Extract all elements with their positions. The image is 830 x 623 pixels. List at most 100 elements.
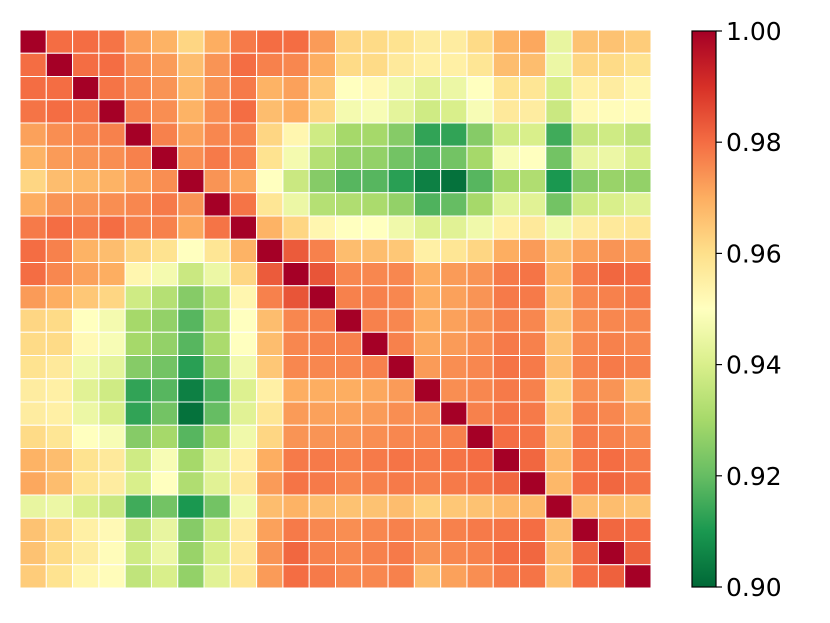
heatmap-cell (98, 448, 126, 473)
heatmap-cell (308, 76, 336, 101)
heatmap-cell (624, 448, 652, 473)
heatmap-cell (413, 145, 442, 170)
heatmap-cell (466, 192, 494, 217)
heatmap-cell (545, 76, 573, 101)
heatmap-cell (98, 308, 126, 333)
heatmap-cell (335, 262, 363, 287)
heatmap-cell (597, 76, 626, 101)
heatmap-cell (597, 424, 626, 449)
heatmap-cell (229, 541, 258, 566)
heatmap-cell (19, 145, 47, 170)
heatmap-cell (519, 378, 547, 403)
heatmap-cell (124, 564, 152, 589)
heatmap-cell (203, 308, 231, 333)
heatmap-cell (150, 169, 179, 194)
heatmap-cell (519, 145, 547, 170)
heatmap-cell (597, 192, 626, 217)
heatmap-cell (150, 355, 179, 380)
heatmap-cell (571, 285, 599, 310)
heatmap-cell (519, 541, 547, 566)
heatmap-cell (19, 471, 47, 496)
heatmap-cell (256, 145, 284, 170)
heatmap-cell (45, 169, 74, 194)
heatmap-cell (519, 517, 547, 542)
heatmap-cell (282, 215, 310, 240)
heatmap-cell (72, 285, 100, 310)
heatmap-cell (492, 122, 521, 147)
heatmap-cell (150, 76, 179, 101)
heatmap-cell (124, 169, 152, 194)
heatmap-cell (45, 424, 74, 449)
heatmap-cell (177, 471, 205, 496)
heatmap-cell (124, 76, 152, 101)
heatmap-cell (466, 541, 494, 566)
heatmap-cell (124, 145, 152, 170)
heatmap-cell (571, 262, 599, 287)
heatmap-cell (19, 401, 47, 426)
heatmap-cell (571, 517, 599, 542)
heatmap-cell (150, 192, 179, 217)
heatmap-cell (597, 448, 626, 473)
heatmap-cell (624, 378, 652, 403)
heatmap-cell (177, 517, 205, 542)
heatmap-cell (150, 448, 179, 473)
heatmap-cell (335, 331, 363, 356)
heatmap-cell (335, 424, 363, 449)
heatmap-cell (45, 52, 74, 77)
heatmap-cell (440, 564, 468, 589)
heatmap-cell (492, 99, 521, 124)
heatmap-cell (519, 471, 547, 496)
heatmap-cell (571, 308, 599, 333)
heatmap-cell (308, 494, 336, 519)
heatmap-cell (492, 262, 521, 287)
heatmap-cell (571, 564, 599, 589)
heatmap-cell (19, 262, 47, 287)
heatmap-cell (45, 192, 74, 217)
heatmap-cell (98, 424, 126, 449)
heatmap-cell (335, 29, 363, 54)
heatmap-cell (361, 215, 389, 240)
heatmap-cell (256, 541, 284, 566)
heatmap-cell (282, 262, 310, 287)
heatmap-cell (282, 29, 310, 54)
heatmap-cell (256, 355, 284, 380)
heatmap-cell (545, 192, 573, 217)
heatmap-cell (308, 192, 336, 217)
heatmap-cell (203, 29, 231, 54)
heatmap-cell (45, 378, 74, 403)
heatmap-cell (361, 169, 389, 194)
heatmap-cell (387, 448, 415, 473)
heatmap-cell (519, 448, 547, 473)
heatmap-cell (203, 541, 231, 566)
heatmap-cell (466, 262, 494, 287)
heatmap-cell (308, 355, 336, 380)
heatmap-cell (624, 541, 652, 566)
heatmap-cell (571, 471, 599, 496)
heatmap-cell (466, 448, 494, 473)
heatmap-cell (308, 308, 336, 333)
heatmap-cell (177, 424, 205, 449)
heatmap-cell (413, 169, 442, 194)
heatmap-cell (624, 355, 652, 380)
heatmap-cell (203, 448, 231, 473)
heatmap-cell (597, 52, 626, 77)
heatmap-cell (177, 29, 205, 54)
heatmap-cell (229, 308, 258, 333)
heatmap-cell (177, 494, 205, 519)
heatmap-cell (571, 52, 599, 77)
heatmap-cell (413, 76, 442, 101)
heatmap-cell (335, 494, 363, 519)
heatmap-cell (387, 99, 415, 124)
heatmap-cell (335, 308, 363, 333)
heatmap-cell (72, 517, 100, 542)
heatmap-cell (519, 169, 547, 194)
heatmap-cell (466, 378, 494, 403)
heatmap-cell (72, 401, 100, 426)
heatmap-cell (387, 76, 415, 101)
heatmap-cell (387, 564, 415, 589)
heatmap-cell (150, 424, 179, 449)
heatmap-cell (98, 378, 126, 403)
heatmap-cell (203, 99, 231, 124)
heatmap-cell (256, 52, 284, 77)
heatmap-cell (45, 215, 74, 240)
